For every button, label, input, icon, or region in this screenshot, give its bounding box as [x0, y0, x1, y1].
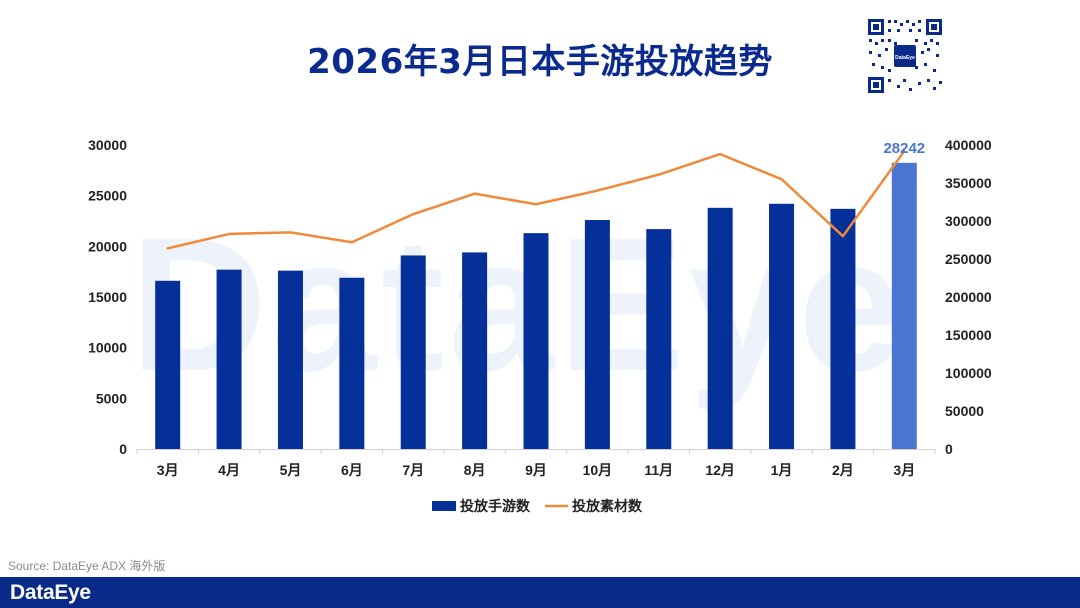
x-tick-label: 9月: [525, 462, 547, 478]
x-tick-label: 7月: [402, 462, 424, 478]
y-right-tick-label: 0: [945, 441, 953, 457]
bar: [769, 203, 795, 449]
x-tick-label: 10月: [583, 462, 613, 478]
y-right-tick-label: 150000: [945, 327, 992, 343]
bar: [155, 280, 181, 449]
x-tick-label: 5月: [280, 462, 302, 478]
svg-text:DataEye: DataEye: [895, 55, 915, 61]
y-right-tick-label: 300000: [945, 213, 992, 229]
bar: [646, 229, 672, 449]
bar: [216, 269, 242, 449]
y-left-tick-label: 0: [119, 441, 127, 457]
x-tick-label: 3月: [157, 462, 179, 478]
y-right-tick-label: 100000: [945, 365, 992, 381]
x-tick-label: 3月: [893, 462, 915, 478]
x-tick-label: 12月: [705, 462, 735, 478]
bar: [523, 233, 549, 449]
y-left-tick-label: 10000: [88, 340, 127, 356]
bar: [707, 207, 733, 449]
bar: [584, 219, 610, 449]
bar: [891, 162, 917, 450]
y-right-tick-label: 350000: [945, 175, 992, 191]
y-right-tick-label: 200000: [945, 289, 992, 305]
data-label: 28242: [883, 140, 925, 157]
x-tick-label: 8月: [464, 462, 486, 478]
bar: [400, 255, 426, 449]
qr-code-icon: DataEye: [866, 17, 944, 95]
x-tick-label: 2月: [832, 462, 854, 478]
y-left-tick-label: 25000: [88, 188, 127, 204]
footer-bar: DataEye: [0, 577, 1080, 608]
y-right-tick-label: 250000: [945, 251, 992, 267]
bar: [339, 277, 365, 449]
y-left-tick-label: 30000: [88, 137, 127, 153]
bar: [830, 208, 856, 449]
y-left-tick-label: 20000: [88, 238, 127, 254]
legend-label-bar: 投放手游数: [460, 498, 531, 514]
brand-logo: DataEye: [10, 581, 91, 604]
y-right-tick-label: 400000: [945, 137, 992, 153]
x-tick-label: 11月: [644, 462, 673, 478]
y-left-tick-label: 15000: [88, 289, 127, 305]
legend-label-line: 投放素材数: [572, 498, 643, 514]
x-tick-label: 6月: [341, 462, 363, 478]
y-left-tick-label: 5000: [96, 390, 127, 406]
page-title: 2026年3月日本手游投放趋势: [307, 42, 773, 82]
y-right-tick-label: 50000: [945, 403, 984, 419]
x-tick-label: 4月: [218, 462, 240, 478]
bar: [462, 252, 488, 449]
bar: [277, 270, 303, 449]
legend-swatch-bar: [432, 501, 456, 511]
x-tick-label: 1月: [771, 462, 793, 478]
source-note: Source: DataEye ADX 海外版: [8, 559, 166, 573]
